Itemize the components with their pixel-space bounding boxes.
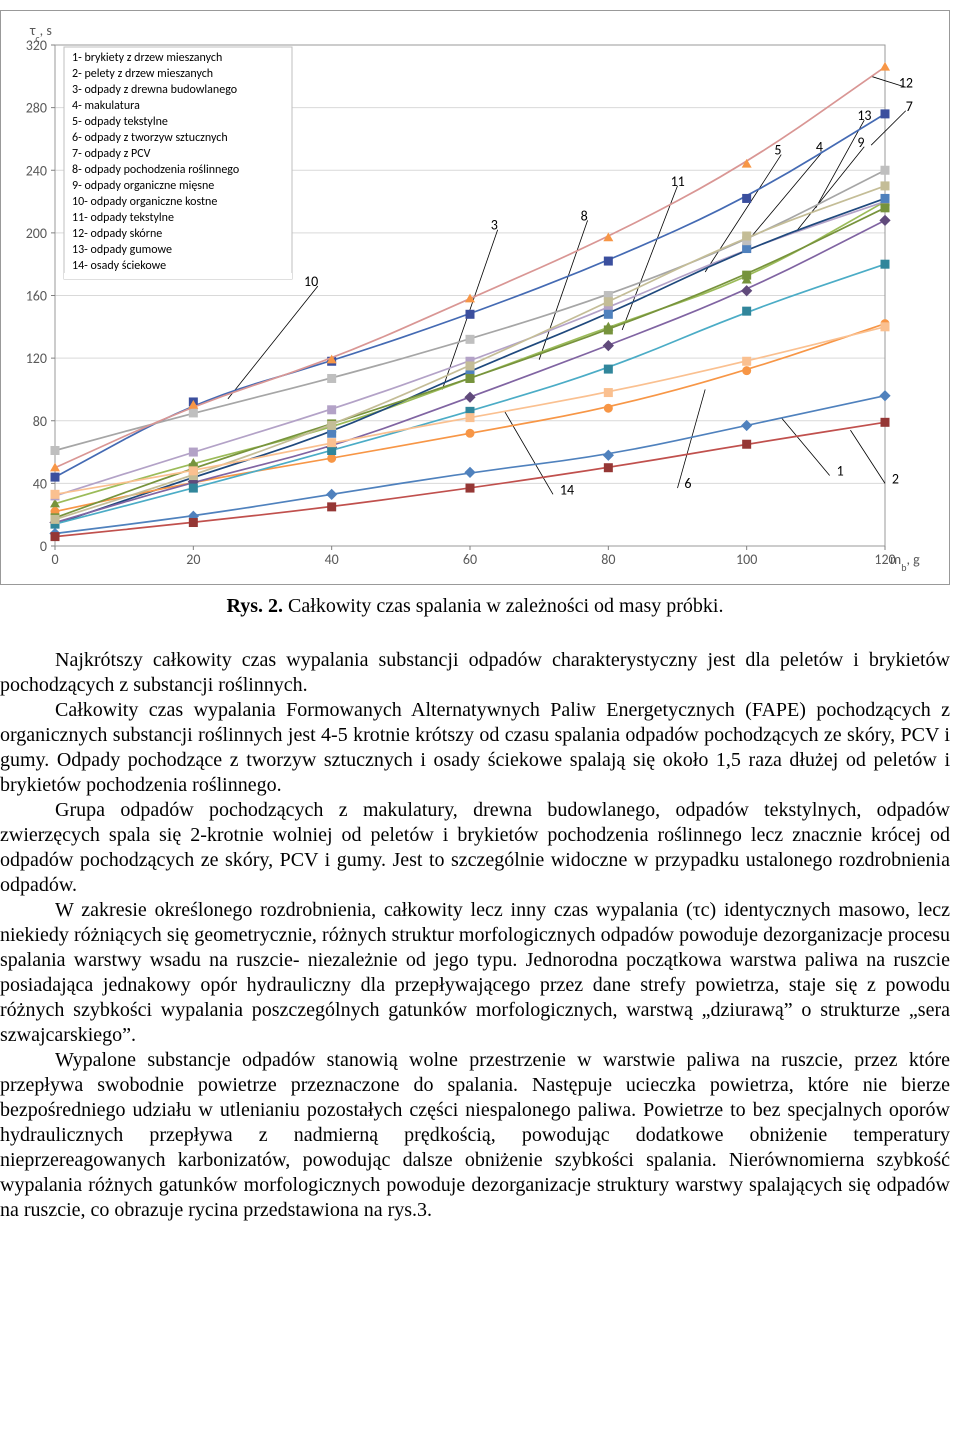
svg-text:2: 2 [892, 470, 899, 487]
svg-text:1: 1 [837, 463, 844, 480]
paragraph: W zakresie określonego rozdrobnienia, ca… [0, 898, 950, 1048]
caption-label: Rys. 2. [227, 595, 284, 617]
svg-text:120: 120 [26, 350, 47, 367]
svg-text:1- brykiety z drzew mieszanych: 1- brykiety z drzew mieszanych [72, 51, 222, 65]
svg-text:12: 12 [899, 74, 913, 91]
svg-text:10- odpady organiczne kostne: 10- odpady organiczne kostne [72, 195, 217, 209]
svg-text:6: 6 [684, 475, 691, 492]
svg-text:40: 40 [325, 551, 339, 568]
svg-text:9- odpady organiczne mięsne: 9- odpady organiczne mięsne [72, 179, 214, 193]
svg-text:10: 10 [304, 273, 318, 290]
svg-text:mb, g: mb, g [890, 551, 920, 574]
svg-text:13: 13 [857, 107, 871, 124]
svg-text:4- makulatura: 4- makulatura [72, 99, 140, 113]
svg-text:7: 7 [906, 98, 913, 115]
svg-text:9: 9 [857, 134, 864, 151]
svg-text:80: 80 [601, 551, 615, 568]
svg-text:14: 14 [560, 481, 574, 498]
svg-text:8- odpady pochodzenia roślinne: 8- odpady pochodzenia roślinnego [72, 163, 239, 177]
svg-text:200: 200 [26, 225, 47, 242]
svg-text:4: 4 [816, 138, 823, 155]
svg-text:14- osady ściekowe: 14- osady ściekowe [72, 259, 166, 273]
svg-text:5: 5 [774, 142, 781, 159]
svg-text:80: 80 [33, 413, 47, 430]
svg-text:8: 8 [581, 207, 588, 224]
svg-text:3: 3 [491, 217, 498, 234]
svg-text:100: 100 [736, 551, 757, 568]
paragraph: Wypalone substancje odpadów stanowią wol… [0, 1048, 950, 1223]
svg-text:160: 160 [26, 288, 47, 305]
svg-text:11: 11 [671, 173, 685, 190]
paragraph: Grupa odpadów pochodzących z makulatury,… [0, 798, 950, 898]
chart-svg: 04080120160200240280320020406080100120τc… [5, 15, 945, 580]
svg-text:280: 280 [26, 100, 47, 117]
svg-text:2- pelety z drzew mieszanych: 2- pelety z drzew mieszanych [72, 67, 213, 81]
caption-text: Całkowity czas spalania w zależności od … [283, 595, 723, 617]
svg-text:0: 0 [51, 551, 58, 568]
figure-2-chart: 04080120160200240280320020406080100120τc… [0, 10, 950, 585]
svg-text:11- odpady tekstylne: 11- odpady tekstylne [72, 211, 174, 225]
paragraph: Całkowity czas wypalania Formowanych Alt… [0, 698, 950, 798]
svg-text:20: 20 [186, 551, 200, 568]
svg-text:240: 240 [26, 162, 47, 179]
svg-text:6- odpady z tworzyw sztucznych: 6- odpady z tworzyw sztucznych [72, 131, 228, 145]
svg-text:0: 0 [40, 538, 47, 555]
body-text: Najkrótszy całkowity czas wypalania subs… [0, 648, 950, 1223]
svg-text:3- odpady z drewna budowlanego: 3- odpady z drewna budowlanego [72, 83, 237, 97]
svg-text:7- odpady z PCV: 7- odpady z PCV [72, 147, 151, 161]
figure-caption: Rys. 2. Całkowity czas spalania w zależn… [0, 595, 950, 618]
svg-text:40: 40 [33, 475, 47, 492]
paragraph: Najkrótszy całkowity czas wypalania subs… [0, 648, 950, 698]
svg-text:12- odpady skórne: 12- odpady skórne [72, 227, 162, 241]
svg-text:60: 60 [463, 551, 477, 568]
svg-text:5- odpady tekstylne: 5- odpady tekstylne [72, 115, 168, 129]
svg-text:13- odpady gumowe: 13- odpady gumowe [72, 243, 172, 257]
